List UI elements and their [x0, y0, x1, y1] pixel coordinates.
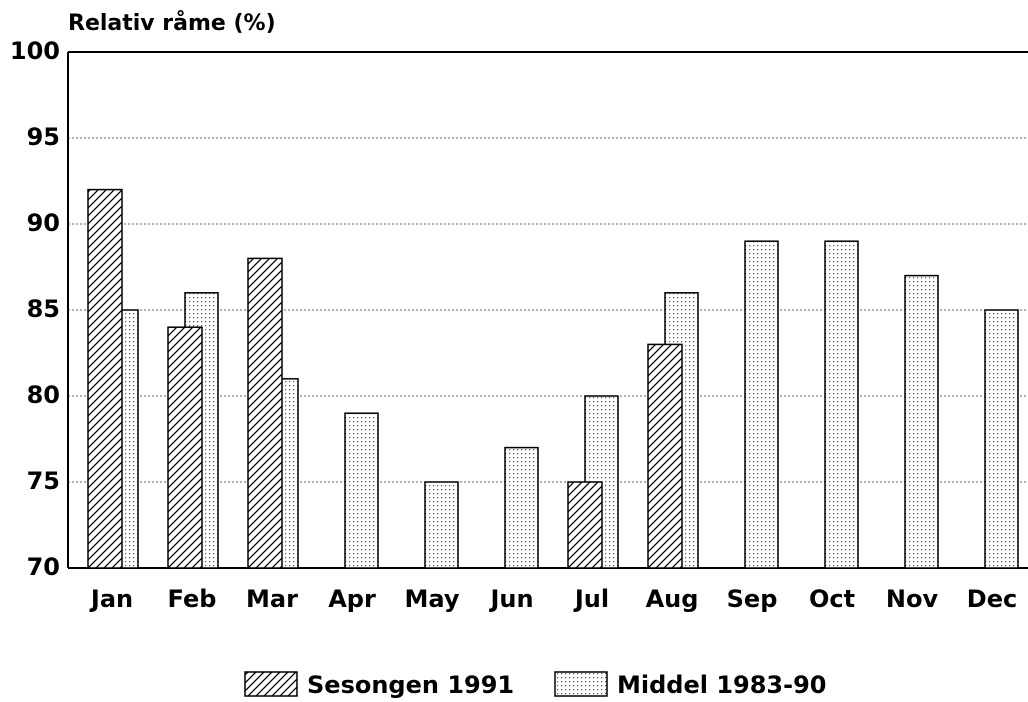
x-tick-label: Mar: [246, 585, 298, 613]
bar: [247, 257, 283, 569]
x-tick-label: Sep: [727, 585, 778, 613]
y-tick-label: 75: [27, 467, 60, 495]
x-tick-label: Nov: [886, 585, 939, 613]
x-tick-label: Apr: [328, 585, 376, 613]
bar: [824, 240, 859, 569]
bar: [344, 412, 379, 569]
bar: [504, 446, 539, 569]
x-tick-label: Dec: [967, 585, 1017, 613]
y-axis-title: Relativ råme (%): [68, 10, 276, 36]
bar: [567, 481, 603, 569]
y-tick-label: 70: [27, 553, 60, 581]
bar: [904, 274, 939, 569]
x-tick-label: May: [405, 585, 460, 613]
bar: [87, 188, 123, 569]
x-tick-label: Aug: [646, 585, 699, 613]
y-tick-label: 90: [27, 209, 60, 237]
y-tick-label: 85: [27, 295, 60, 323]
y-tick-label: 95: [27, 123, 60, 151]
bar: [424, 481, 459, 569]
x-tick-label: Jan: [89, 585, 133, 613]
y-tick-label: 80: [27, 381, 60, 409]
legend-swatch: [244, 671, 298, 697]
bar: [167, 326, 203, 569]
x-tick-label: Jul: [573, 585, 609, 613]
bar: [984, 309, 1019, 569]
y-tick-label: 100: [10, 37, 60, 65]
legend-label: Middel 1983-90: [617, 671, 826, 698]
legend-swatch: [554, 671, 608, 697]
x-tick-label: Oct: [809, 585, 855, 613]
bar: [647, 343, 683, 569]
x-tick-label: Jun: [488, 585, 533, 613]
x-tick-label: Feb: [168, 585, 217, 613]
bar: [744, 240, 779, 569]
legend-label: Sesongen 1991: [307, 671, 514, 698]
